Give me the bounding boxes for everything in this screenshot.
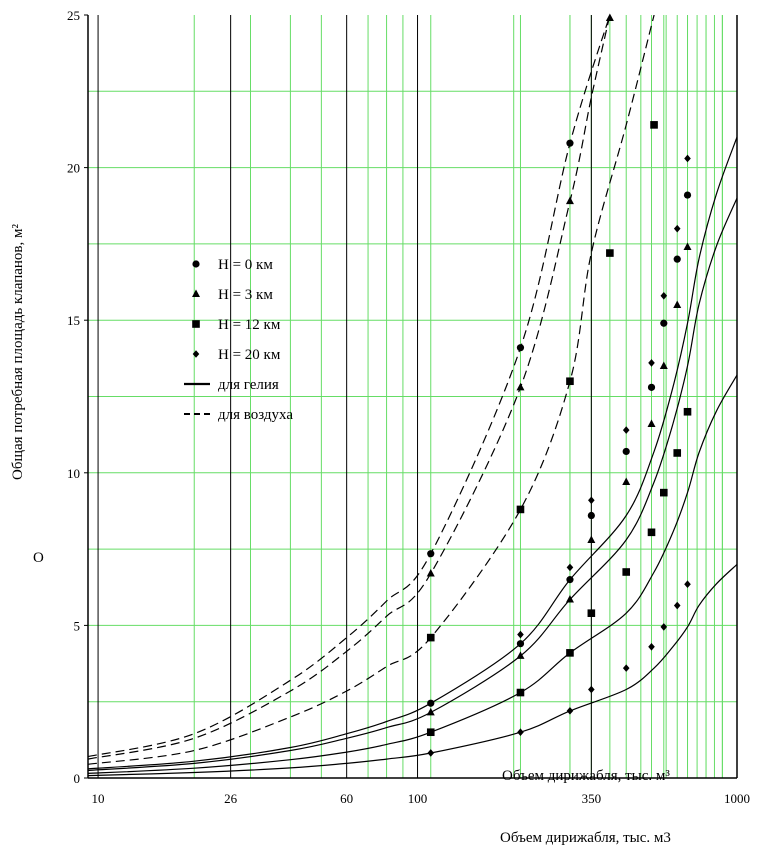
legend-label: для гелия <box>218 377 279 393</box>
marker-diamond <box>684 580 691 588</box>
marker-diamond <box>673 224 681 233</box>
marker-triangle <box>683 242 692 250</box>
x-tick-label: 350 <box>582 791 602 806</box>
marker-triangle <box>516 382 525 391</box>
marker-diamond <box>566 563 574 572</box>
marker-diamond <box>648 359 655 367</box>
marker-diamond <box>517 630 524 639</box>
marker-diamond <box>684 154 691 163</box>
x-tick-label: 26 <box>224 791 238 806</box>
x-tick-label: 10 <box>92 791 105 806</box>
marker-triangle <box>622 477 631 485</box>
x-tick-label: 1000 <box>724 791 750 806</box>
marker-square <box>426 728 435 737</box>
y-tick-label: 5 <box>74 618 81 633</box>
marker-diamond <box>517 728 524 737</box>
marker-square <box>516 688 525 697</box>
marker-square <box>426 633 435 642</box>
marker-triangle <box>565 594 574 603</box>
marker-diamond <box>660 623 668 631</box>
legend-label: H = 20 км <box>218 347 281 363</box>
marker-square <box>647 528 656 537</box>
series-line-helium-H-12км <box>88 374 737 774</box>
marker-circle <box>516 640 525 648</box>
marker-diamond <box>622 664 630 672</box>
marker-triangle <box>673 300 682 308</box>
marker-circle <box>647 383 656 391</box>
marker-circle <box>683 191 692 199</box>
marker-triangle <box>647 419 656 427</box>
series-line-helium-H-3км <box>88 197 737 771</box>
grid <box>88 15 737 778</box>
marker-diamond <box>427 749 435 757</box>
marker-circle <box>566 139 574 147</box>
marker-circle <box>427 699 435 707</box>
series-line-helium-H-20км <box>88 563 737 777</box>
y-tick-label: 25 <box>67 8 80 23</box>
series-line-air-H-12км <box>88 15 655 765</box>
y-tick-label: 20 <box>67 161 80 176</box>
marker-circle <box>427 550 435 558</box>
x-axis-label-inner: Объем дирижабля, тыс. м³ <box>502 768 670 784</box>
legend-marker-square <box>192 320 200 328</box>
x-tick-label: 60 <box>340 791 353 806</box>
y-tick-label: 10 <box>67 466 80 481</box>
marker-square <box>622 568 631 576</box>
marker-diamond <box>622 426 630 434</box>
marker-square <box>659 488 668 497</box>
series-line-helium-H-0км <box>88 136 737 770</box>
marker-square <box>650 121 658 129</box>
marker-circle <box>622 447 630 456</box>
y-axis-symbol: O <box>33 550 44 566</box>
y-axis-label: Общая потребная площадь клапанов, м² <box>10 224 26 480</box>
series-line-air-H-0км <box>88 15 611 758</box>
marker-diamond <box>660 291 668 300</box>
marker-circle <box>660 319 668 327</box>
marker-triangle <box>426 707 435 716</box>
marker-circle <box>516 344 525 352</box>
legend-marker-diamond <box>192 350 200 358</box>
marker-circle <box>566 576 574 584</box>
marker-square <box>566 649 574 657</box>
y-tick-label: 15 <box>67 313 80 328</box>
marker-circle <box>673 255 681 263</box>
marker-square <box>683 407 692 416</box>
marker-diamond <box>566 707 574 715</box>
marker-triangle <box>516 651 525 659</box>
series-markers <box>426 13 692 757</box>
series-lines <box>88 15 737 777</box>
marker-triangle <box>659 361 668 369</box>
legend-marker-circle <box>192 260 200 268</box>
marker-diamond <box>648 642 655 651</box>
legend-label: для воздуха <box>218 407 293 423</box>
legend-label: H = 0 км <box>218 257 273 273</box>
axes <box>87 15 738 779</box>
tick-labels: 0 5 10 15 20 25 10 26 60 100 350 1000 <box>67 8 750 806</box>
x-axis-label-outer: Объем дирижабля, тыс. м3 <box>500 830 671 846</box>
marker-square <box>606 249 614 257</box>
marker-square <box>673 449 682 457</box>
x-tick-label: 100 <box>408 791 428 806</box>
series-line-air-H-3км <box>88 15 611 760</box>
legend-label: H = 3 км <box>218 287 273 303</box>
marker-diamond <box>673 601 681 610</box>
legend-marker-triangle <box>192 289 200 297</box>
marker-square <box>516 505 525 514</box>
legend: H = 0 км H = 3 км H = 12 км H = 20 км для ге… <box>184 257 293 423</box>
legend-label: H = 12 км <box>218 317 281 333</box>
marker-triangle <box>565 196 574 205</box>
marker-triangle <box>426 569 435 577</box>
y-tick-label: 0 <box>74 771 81 786</box>
marker-square <box>566 377 574 386</box>
marker-triangle <box>605 13 614 22</box>
